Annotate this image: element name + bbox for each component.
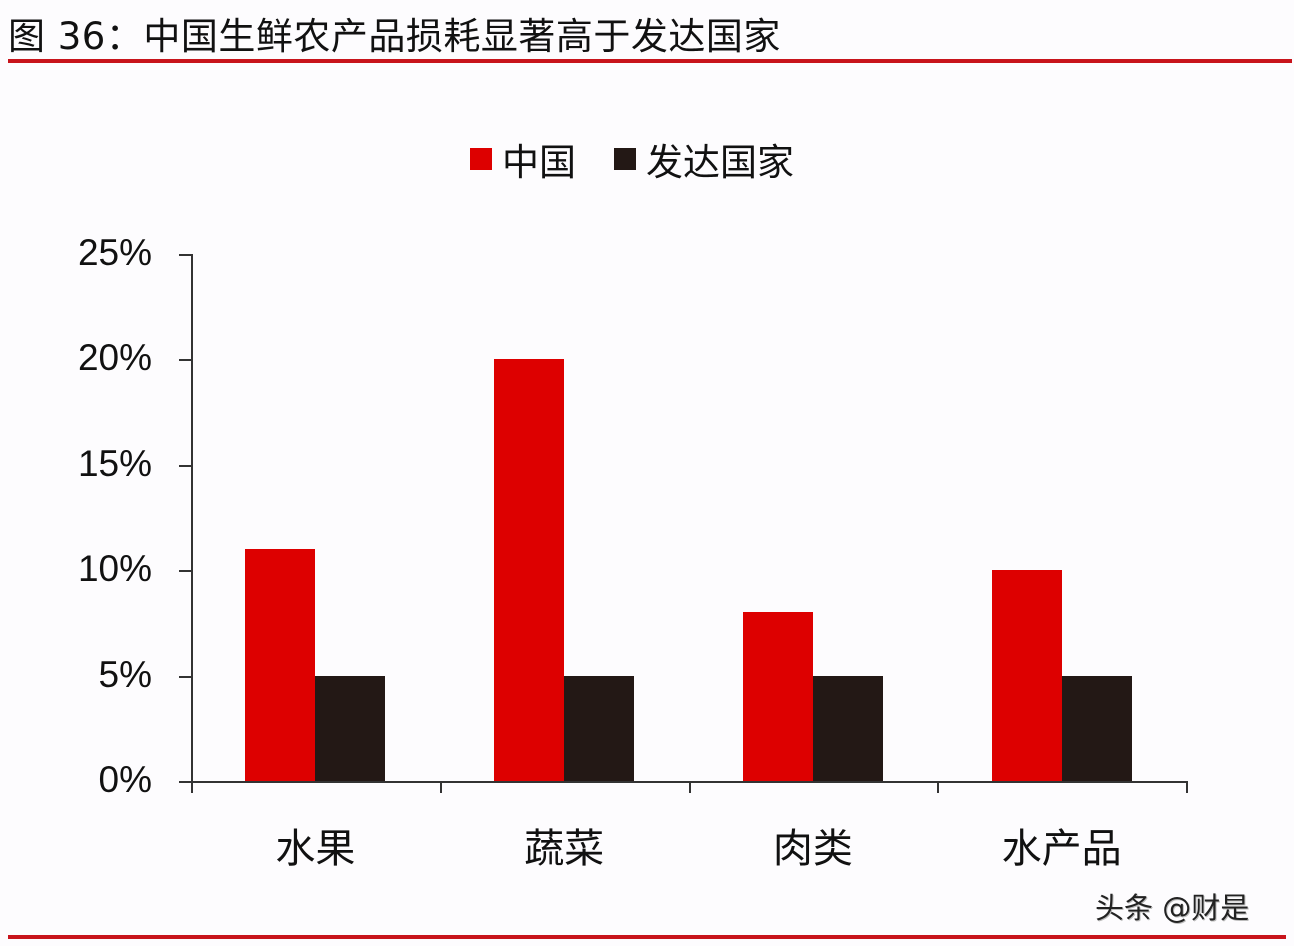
x-category-label: 蔬菜 bbox=[524, 826, 605, 872]
bar-china bbox=[991, 570, 1062, 781]
watermark: 头条 @财是 bbox=[1095, 891, 1250, 925]
x-category-label: 肉类 bbox=[772, 826, 853, 872]
y-tick-label: 25% bbox=[77, 232, 152, 273]
bar-developed bbox=[812, 675, 883, 781]
legend-label-china: 中国 bbox=[502, 141, 576, 184]
chart-legend: 中国 发达国家 bbox=[470, 132, 832, 186]
x-category-label: 水产品 bbox=[1001, 826, 1122, 872]
y-tick-label: 5% bbox=[98, 653, 152, 695]
y-axis bbox=[191, 254, 193, 793]
bar-china bbox=[742, 612, 813, 781]
bar-developed bbox=[315, 675, 386, 781]
x-tick-mark bbox=[688, 781, 691, 793]
y-tick-mark bbox=[179, 570, 191, 573]
legend-item-china: 中国 bbox=[470, 132, 576, 186]
legend-item-developed: 发达国家 bbox=[614, 132, 794, 186]
legend-label-developed: 发达国家 bbox=[646, 141, 794, 184]
y-tick-label: 15% bbox=[77, 442, 152, 484]
y-tick-label: 0% bbox=[98, 759, 152, 800]
x-tick-mark bbox=[439, 781, 442, 793]
bar-developed bbox=[564, 675, 635, 781]
x-tick-mark bbox=[1186, 781, 1188, 793]
x-axis bbox=[179, 781, 1188, 783]
title-divider bbox=[8, 59, 1292, 63]
y-tick-mark bbox=[179, 254, 191, 256]
y-tick-mark bbox=[179, 675, 191, 678]
y-tick-label: 20% bbox=[77, 337, 152, 379]
chart-title: 图 36：中国生鲜农产品损耗显著高于发达国家 bbox=[8, 15, 781, 58]
x-tick-mark bbox=[937, 781, 940, 793]
footer-divider bbox=[8, 935, 1286, 939]
bar-china bbox=[494, 359, 565, 781]
legend-swatch-developed bbox=[614, 148, 636, 170]
y-tick-label: 10% bbox=[77, 548, 152, 590]
bar-china bbox=[245, 549, 316, 781]
x-tick-mark bbox=[191, 781, 193, 793]
y-tick-mark bbox=[179, 359, 191, 362]
bar-developed bbox=[1061, 675, 1132, 781]
y-tick-mark bbox=[179, 781, 191, 783]
legend-swatch-china bbox=[470, 148, 492, 170]
y-tick-mark bbox=[179, 464, 191, 467]
x-category-label: 水果 bbox=[275, 826, 356, 872]
